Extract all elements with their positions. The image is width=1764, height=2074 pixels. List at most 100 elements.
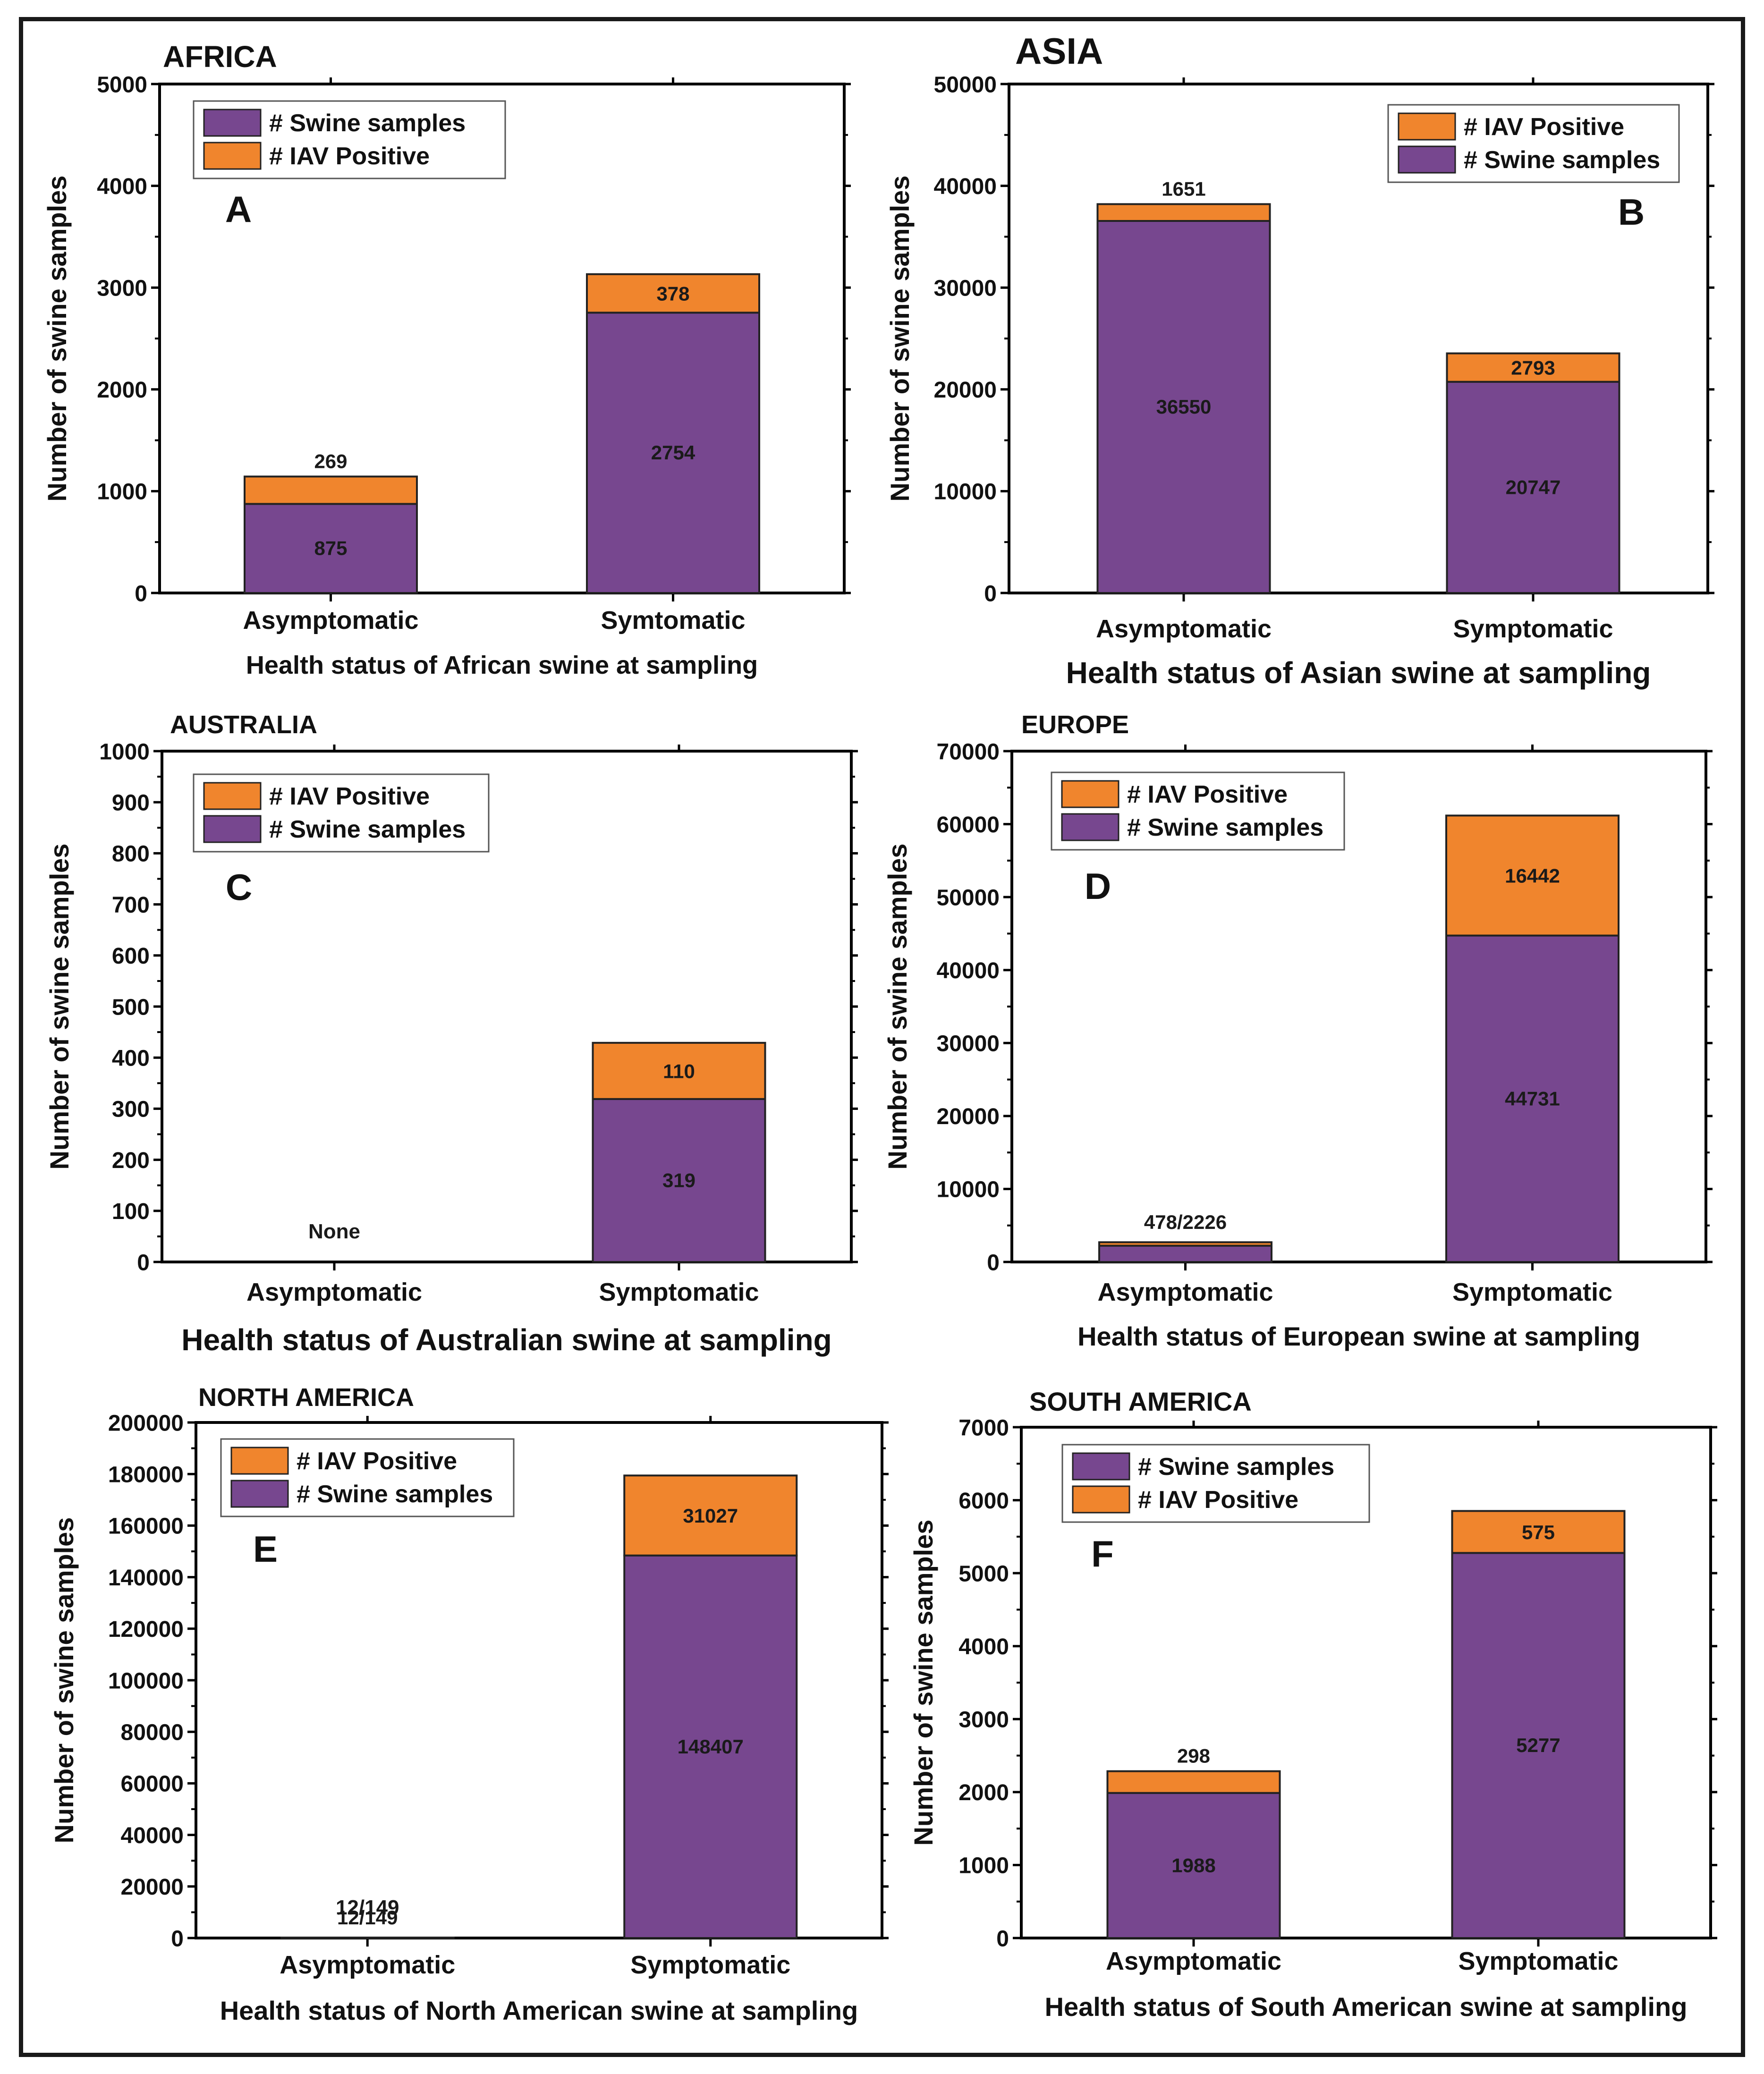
y-tick-label: 140000	[108, 1566, 184, 1591]
panel-letter: B	[1618, 191, 1645, 233]
legend-swatch-swine-samples	[1061, 813, 1119, 841]
data-label-swine: 148407	[678, 1735, 744, 1758]
y-tick-label: 20000	[937, 1104, 1000, 1129]
legend-swatch-swine-samples	[230, 1480, 289, 1508]
legend-label-swine-samples: # Swine samples	[1127, 814, 1323, 841]
y-tick-label: 180000	[108, 1462, 184, 1487]
y-tick-label: 1000	[99, 739, 150, 764]
y-tick-label: 3000	[958, 1708, 1009, 1733]
panel-a: AFRICA 0 1000 2000 3000 4000 5000 Number of swi…	[42, 40, 851, 679]
y-tick-label: 120000	[108, 1617, 184, 1642]
data-label-iav: 110	[663, 1060, 695, 1082]
x-category-label: Symptomatic	[1452, 1278, 1612, 1306]
y-tick-label: 500	[112, 995, 150, 1020]
y-tick-label: 80000	[121, 1720, 184, 1745]
y-tick-label: 7000	[958, 1415, 1009, 1440]
panel-letter: E	[253, 1528, 278, 1570]
legend: # IAV Positive # Swine samples	[193, 773, 490, 853]
data-label-swine: 5277	[1516, 1734, 1560, 1756]
bar-iav-positive	[1445, 814, 1620, 937]
y-tick-label: 40000	[121, 1823, 184, 1848]
legend-label-iav-positive: # IAV Positive	[297, 1448, 457, 1475]
y-tick-label: 5000	[97, 72, 147, 97]
legend-swatch-iav-positive	[1072, 1485, 1130, 1514]
y-tick-label: 0	[137, 1250, 150, 1275]
y-tick-label: 40000	[937, 958, 1000, 983]
bar-iav-positive	[586, 273, 760, 314]
y-tick-label: 100	[112, 1199, 150, 1224]
x-axis-label: Health status of African swine at sampli…	[246, 651, 758, 679]
y-tick-label: 1000	[958, 1854, 1009, 1879]
data-label-note: 478/2226	[1144, 1211, 1227, 1233]
y-tick-label: 800	[112, 842, 150, 867]
y-tick-label: 70000	[937, 739, 1000, 764]
legend-label-swine-samples: # Swine samples	[269, 110, 466, 137]
y-tick-label: 30000	[934, 276, 997, 301]
bar-swine-samples	[1098, 1244, 1272, 1263]
y-tick-label: 3000	[97, 276, 147, 301]
y-tick-label: 6000	[958, 1489, 1009, 1514]
data-label-note: 12/149	[336, 1896, 399, 1919]
y-axis-label: Number of swine samples	[882, 844, 912, 1170]
x-axis-label: Health status of Australian swine at sam…	[181, 1323, 831, 1357]
y-tick-label: 900	[112, 790, 150, 815]
panel-letter: D	[1085, 865, 1111, 907]
legend-label-swine-samples: # Swine samples	[269, 816, 466, 843]
bar-iav-positive	[1106, 1770, 1281, 1794]
y-tick-label: 4000	[958, 1634, 1009, 1659]
bar-iav-positive	[244, 475, 418, 505]
legend-label-iav-positive: # IAV Positive	[1127, 781, 1288, 808]
data-label-swine: 36550	[1156, 396, 1212, 418]
legend-swatch-swine-samples	[1072, 1452, 1130, 1481]
data-label-iav: 2793	[1511, 357, 1555, 379]
x-category-label: Symptomatic	[630, 1951, 790, 1979]
legend-swatch-iav-positive	[230, 1447, 289, 1475]
chart-title: SOUTH AMERICA	[1029, 1387, 1252, 1416]
panel-c: AUSTRALIA 0 100 200 300 400 500 600 700 800 900 100…	[44, 711, 858, 1357]
x-category-label: Symptomatic	[599, 1278, 759, 1306]
y-tick-label: 10000	[934, 480, 997, 505]
y-tick-label: 160000	[108, 1514, 184, 1539]
x-axis-label: Health status of South American swine at…	[1045, 1992, 1688, 2022]
figure-frame	[19, 17, 1745, 2057]
legend-swatch-iav-positive	[203, 142, 262, 170]
panel-letter: F	[1091, 1533, 1114, 1575]
bar-swine-samples	[592, 1098, 766, 1263]
legend-label-swine-samples: # Swine samples	[1138, 1453, 1334, 1481]
chart-title: AFRICA	[163, 40, 277, 74]
y-axis-label: Number of swine samples	[44, 844, 74, 1170]
bar-swine-samples	[1446, 381, 1620, 594]
legend: # IAV Positive # Swine samples	[1051, 771, 1345, 851]
legend: # Swine samples # IAV Positive	[1061, 1444, 1370, 1523]
x-category-label: Asymptomatic	[243, 606, 418, 635]
legend-label-iav-positive: # IAV Positive	[269, 143, 430, 170]
panel-letter: A	[225, 188, 252, 230]
panel-letter: C	[226, 866, 252, 908]
bar-swine-samples	[1096, 220, 1271, 594]
bar-swine-samples	[1451, 1552, 1626, 1939]
y-tick-label: 200	[112, 1148, 150, 1173]
y-tick-label: 4000	[97, 174, 147, 199]
data-label-iav: 31027	[683, 1505, 738, 1527]
y-tick-label: 60000	[121, 1772, 184, 1797]
y-axis-label: Number of swine samples	[42, 176, 72, 502]
data-label-note: None	[308, 1220, 360, 1243]
y-tick-label: 200000	[108, 1411, 184, 1436]
y-tick-label: 0	[135, 581, 147, 606]
panel-d: EUROPE 0 10000 20000 30000 40000 50000 60000 700…	[882, 711, 1713, 1351]
bar-iav-positive	[623, 1474, 798, 1557]
y-tick-label: 0	[984, 581, 997, 606]
x-category-label: Asymptomatic	[1096, 615, 1272, 643]
bar-swine-samples	[1106, 1792, 1281, 1939]
x-category-label: Symtomatic	[601, 606, 745, 635]
x-axis-label: Health status of European swine at sampl…	[1077, 1321, 1640, 1351]
y-tick-label: 2000	[958, 1780, 1009, 1805]
y-tick-label: 50000	[934, 72, 997, 97]
legend-swatch-swine-samples	[203, 109, 262, 137]
x-category-label: Asymptomatic	[246, 1278, 422, 1306]
legend-label-iav-positive: # IAV Positive	[269, 783, 430, 810]
bar-swine-samples	[623, 1554, 798, 1939]
data-label-note: 12/149	[337, 1906, 398, 1929]
x-axis-label: Health status of North American swine at…	[220, 1996, 858, 2025]
